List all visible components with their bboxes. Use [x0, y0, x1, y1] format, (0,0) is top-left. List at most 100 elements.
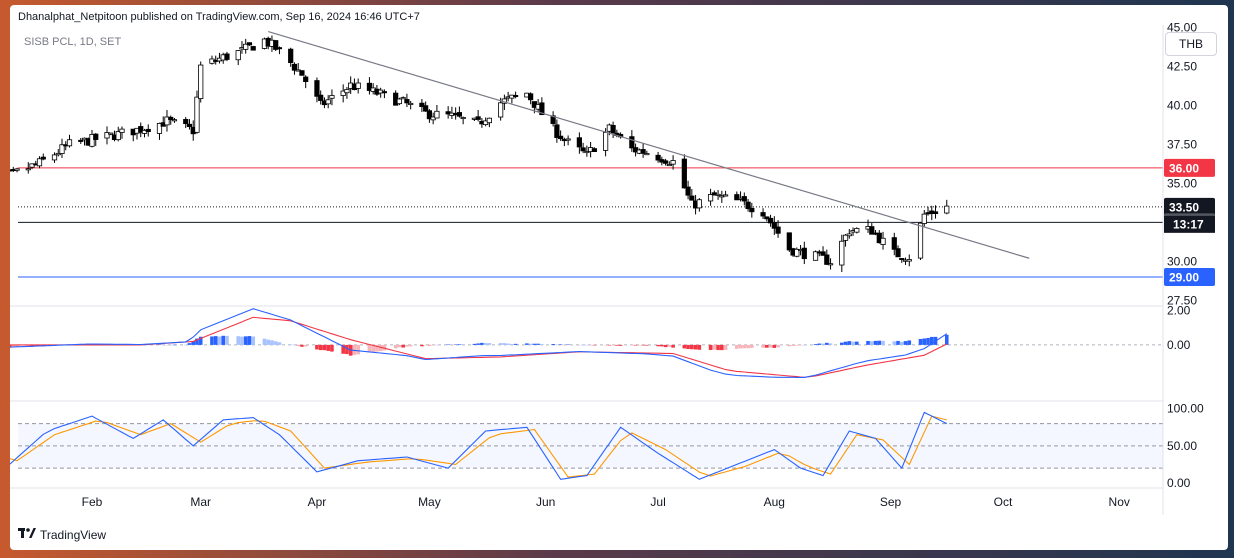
candle-body [767, 217, 774, 224]
candle-body [734, 194, 740, 201]
currency-button[interactable]: THB [1165, 32, 1217, 56]
price-label-last: 33.50 [1169, 200, 1199, 214]
candle-body [430, 116, 436, 121]
macd-histogram-bar [472, 343, 477, 345]
candle-body [89, 134, 95, 147]
macd-histogram-bar [716, 344, 720, 351]
candle-body [198, 64, 204, 99]
macd-histogram-bar [660, 344, 664, 347]
macd-histogram-bar [899, 341, 904, 345]
macd-histogram-bar [821, 343, 825, 345]
chart-canvas[interactable]: 45.00 42.50 40.00 37.50 35.00 30.00 27.50 36.00… [10, 5, 1228, 550]
stoch-k-line [10, 411, 948, 480]
candle-body [246, 42, 253, 46]
candle-body [29, 163, 35, 168]
macd-histogram-bar [896, 340, 900, 345]
candle-body [513, 95, 519, 98]
macd-histogram-bar [513, 343, 518, 345]
macd-histogram-bar [690, 344, 694, 350]
candle-body [689, 195, 695, 201]
time-tick-label: Nov [1109, 495, 1130, 509]
candle-body [340, 90, 346, 96]
candle-body [917, 222, 924, 259]
macd-histogram-bar [551, 343, 555, 345]
macd-histogram-bar [671, 344, 675, 348]
candle-body [426, 110, 433, 120]
candle-body [775, 226, 781, 234]
time-tick-label: Jul [650, 495, 665, 509]
macd-histogram-bar [187, 343, 192, 345]
macd-tick-label: 2.00 [1167, 303, 1191, 317]
macd-histogram-bar [157, 344, 162, 345]
macd-histogram-bar [723, 344, 728, 350]
macd-histogram-bar [577, 344, 582, 346]
candle-body [846, 233, 852, 237]
footer-brand-text: TradingView [40, 527, 107, 542]
candle-body [486, 117, 492, 124]
macd-histogram-bar [528, 343, 533, 345]
candle-body [475, 116, 481, 120]
candle-body [854, 228, 860, 233]
candle-body [273, 40, 279, 50]
candle-body [760, 212, 766, 217]
candle-body [906, 259, 912, 262]
time-tick-label: Apr [308, 495, 327, 509]
macd-histogram-bar [195, 338, 199, 345]
candle-body [539, 102, 545, 116]
macd-histogram-bar [420, 344, 424, 347]
macd-line [10, 308, 948, 378]
candle-body [741, 196, 747, 202]
candle-body [78, 139, 84, 142]
trend-line [268, 30, 1030, 259]
macd-histogram-bar [10, 344, 12, 348]
macd-histogram-bar [270, 340, 274, 345]
macd-histogram-bar [243, 336, 248, 345]
candle-body [108, 132, 114, 135]
macd-histogram-bar [262, 338, 267, 345]
price-tick-label: 37.50 [1167, 138, 1197, 152]
time-tick-label: May [418, 495, 441, 509]
footer-brand: TradingView [18, 527, 106, 542]
countdown-label: 13:17 [1173, 217, 1204, 231]
macd-histogram-bar [165, 344, 169, 346]
countdown-box [1164, 215, 1215, 233]
publisher-caption: Dhanalphat_Netpitoon published on Tradin… [18, 11, 420, 23]
candle-body [400, 97, 406, 100]
macd-histogram-bar [371, 344, 375, 352]
candle-body [629, 136, 635, 149]
candle-body [276, 47, 283, 50]
macd-histogram-bar [615, 344, 619, 346]
macd-histogram-bar [720, 344, 724, 351]
macd-histogram-bar [457, 344, 462, 345]
candle-body [554, 124, 560, 138]
price-tick-label: 35.00 [1167, 176, 1197, 190]
macd-histogram-bar [926, 337, 930, 345]
symbol-legend[interactable]: SISB PCL, 1D, SET [24, 36, 122, 48]
macd-histogram-bar [929, 336, 934, 345]
macd-histogram-bar [765, 344, 769, 348]
candle-body [580, 147, 586, 152]
macd-histogram-bar [637, 344, 642, 346]
candle-body [565, 138, 571, 141]
candle-body [715, 193, 721, 196]
macd-histogram-bar [446, 344, 450, 346]
candle-body [138, 126, 144, 133]
candle-body [156, 123, 163, 134]
time-tick-label: Mar [190, 495, 211, 509]
macd-histogram-bar [750, 344, 754, 348]
candle-body [235, 50, 241, 61]
candle-body [355, 82, 361, 89]
candle-body [434, 110, 440, 119]
candle-body [771, 222, 777, 229]
candle-body [869, 226, 875, 235]
candle-body [381, 91, 388, 94]
macd-histogram-bar [435, 344, 439, 346]
candle-body [794, 248, 800, 257]
candle-body [104, 132, 110, 139]
candle-body [655, 154, 661, 161]
macd-histogram-bar [555, 344, 559, 345]
macd-histogram-bar [641, 344, 645, 346]
stoch-tick-label: 50.00 [1167, 439, 1197, 453]
macd-histogram-bar [378, 344, 383, 352]
macd-histogram-bar [607, 344, 612, 346]
